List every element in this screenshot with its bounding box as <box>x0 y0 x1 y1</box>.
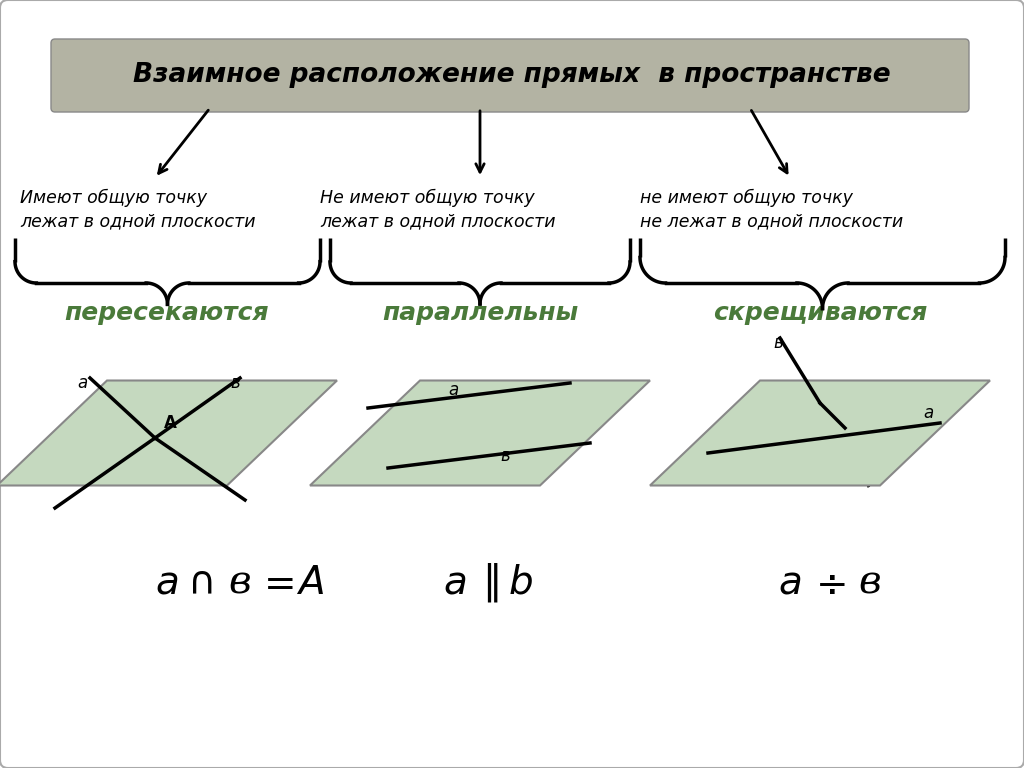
Text: в: в <box>773 334 783 352</box>
Text: a: a <box>923 404 933 422</box>
Text: в: в <box>230 374 240 392</box>
Polygon shape <box>650 380 990 485</box>
Text: $b$: $b$ <box>508 564 532 602</box>
Polygon shape <box>0 380 337 485</box>
FancyBboxPatch shape <box>51 39 969 112</box>
Text: в: в <box>859 564 882 601</box>
Text: a: a <box>447 381 458 399</box>
Text: $=$: $=$ <box>256 564 294 602</box>
Text: Не имеют общую точку: Не имеют общую точку <box>319 189 535 207</box>
Text: Взаимное расположение прямых  в пространстве: Взаимное расположение прямых в пространс… <box>133 62 891 88</box>
Text: $A$: $A$ <box>296 564 324 602</box>
Text: скрещиваются: скрещиваются <box>713 301 927 325</box>
Text: лежат в одной плоскости: лежат в одной плоскости <box>319 212 555 230</box>
Text: $a$: $a$ <box>156 564 178 602</box>
Text: $a$: $a$ <box>778 564 802 602</box>
Text: $\|$: $\|$ <box>482 561 499 604</box>
Text: Имеют общую точку: Имеют общую точку <box>20 189 207 207</box>
Text: в: в <box>500 447 510 465</box>
Text: пересекаются: пересекаются <box>65 301 269 325</box>
Text: параллельны: параллельны <box>382 301 579 325</box>
Text: не лежат в одной плоскости: не лежат в одной плоскости <box>640 212 903 230</box>
Text: $\cap$: $\cap$ <box>187 564 213 602</box>
Text: A: A <box>164 414 176 432</box>
Text: $a$: $a$ <box>443 564 467 602</box>
Polygon shape <box>310 380 650 485</box>
Text: $\div$: $\div$ <box>815 564 845 602</box>
Text: не имеют общую точку: не имеют общую точку <box>640 189 853 207</box>
Text: в: в <box>228 564 251 601</box>
Text: a: a <box>77 374 87 392</box>
Text: лежат в одной плоскости: лежат в одной плоскости <box>20 212 256 230</box>
